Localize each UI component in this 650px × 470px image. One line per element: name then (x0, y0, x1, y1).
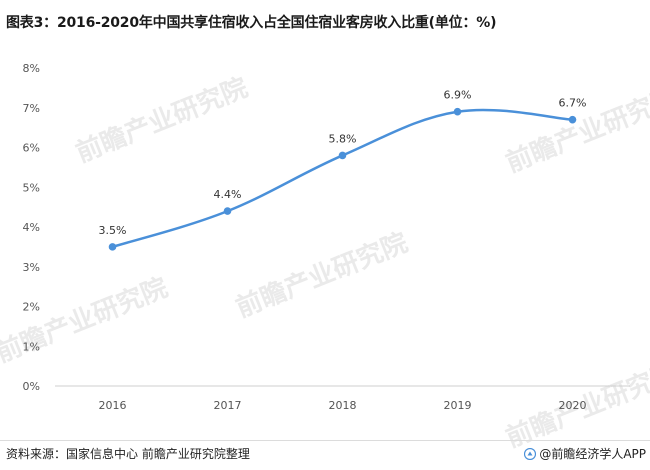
data-point (568, 115, 577, 124)
y-tick-label: 2% (23, 301, 40, 314)
x-tick-label: 2018 (329, 399, 357, 412)
data-point (453, 107, 462, 116)
data-label: 4.4% (214, 188, 242, 201)
chart-title: 图表3：2016-2020年中国共享住宿收入占全国住宿业客房收入比重(单位：%) (6, 15, 497, 31)
y-tick-label: 6% (23, 142, 40, 155)
data-point (223, 207, 232, 215)
data-label: 5.8% (329, 132, 357, 145)
y-tick-label: 8% (23, 62, 40, 75)
brand-label: @前瞻经济学人APP (539, 447, 646, 461)
data-point (338, 151, 347, 160)
source-note: 资料来源：国家信息中心 前瞻产业研究院整理 (6, 447, 250, 461)
brand-mark: @前瞻经济学人APP (524, 445, 646, 462)
footer-divider (0, 440, 650, 441)
data-label: 3.5% (99, 224, 127, 237)
x-tick-label: 2016 (99, 399, 127, 412)
y-tick-label: 7% (23, 102, 40, 115)
brand-logo-icon (524, 447, 537, 460)
y-tick-label: 1% (23, 340, 40, 353)
y-tick-label: 4% (23, 221, 40, 234)
data-label: 6.9% (444, 89, 472, 102)
data-label: 6.7% (559, 97, 587, 110)
y-tick-label: 0% (23, 380, 40, 393)
x-tick-label: 2019 (444, 399, 472, 412)
y-tick-label: 5% (23, 181, 40, 194)
x-tick-label: 2017 (214, 399, 242, 412)
y-tick-label: 3% (23, 261, 40, 274)
data-point (108, 243, 117, 251)
series-line (111, 108, 574, 249)
x-tick-label: 2020 (559, 399, 587, 412)
line-chart: 0% 1% 2% 3% 4% 5% 6% 7% 8% 2016 2017 2018 2019 2020 3.… (23, 62, 630, 412)
